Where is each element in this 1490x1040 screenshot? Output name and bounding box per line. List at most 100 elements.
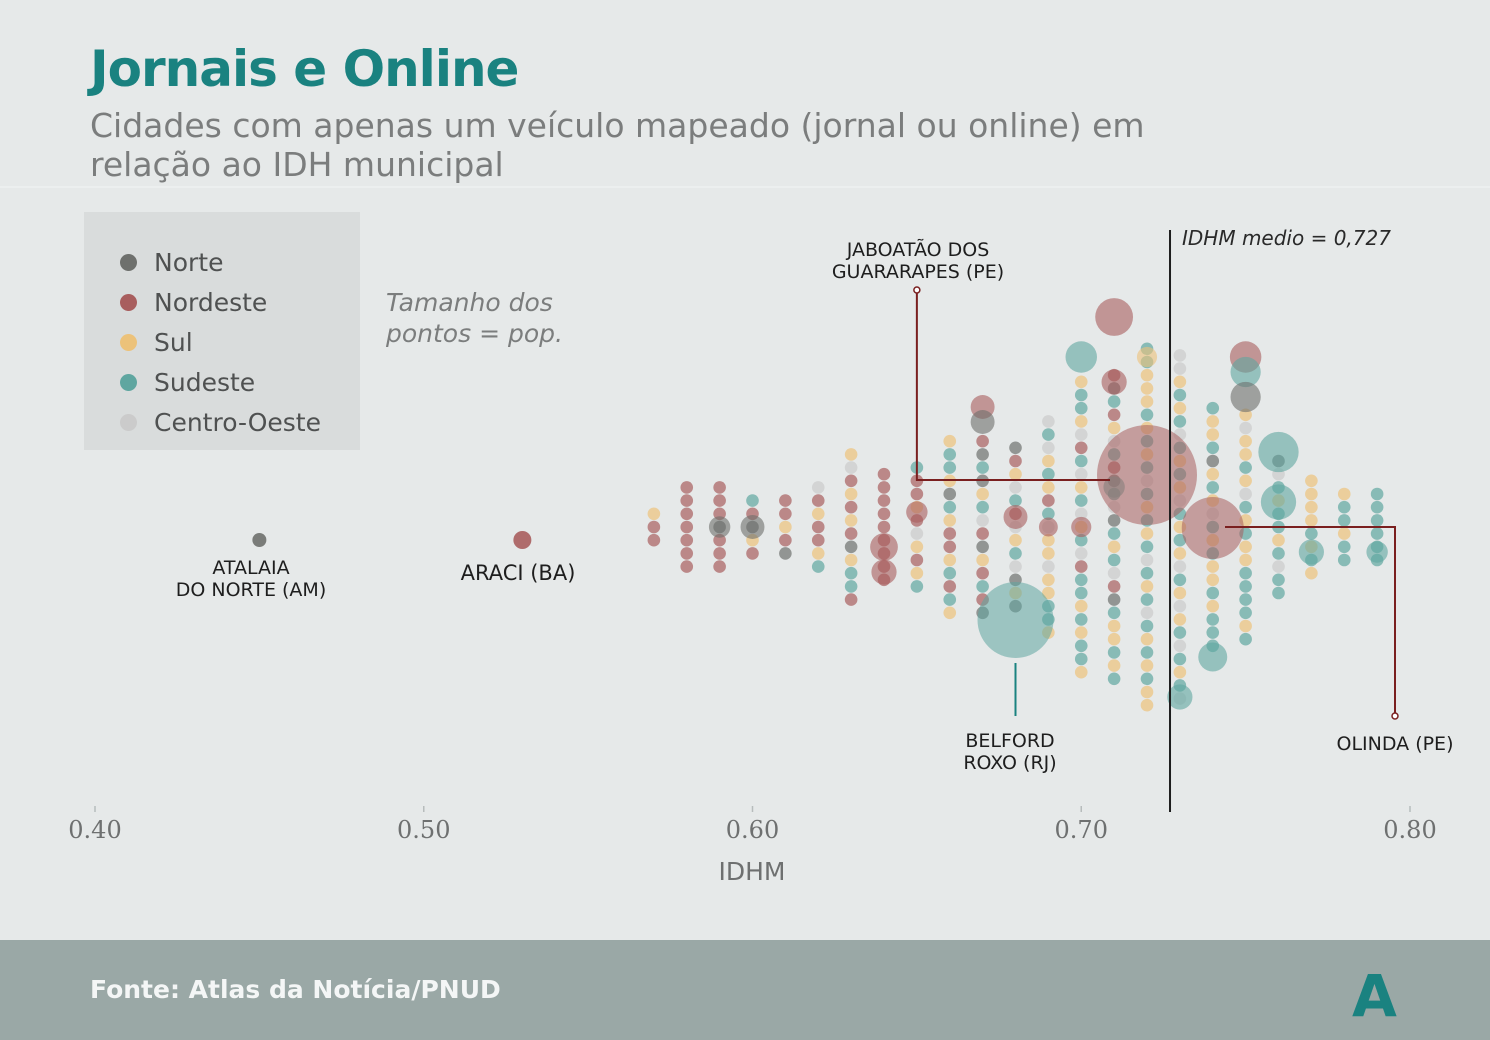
data-point xyxy=(1370,527,1384,540)
data-point-large xyxy=(1258,431,1299,473)
data-point xyxy=(877,494,891,507)
x-tick-label: 0.40 xyxy=(68,816,121,844)
data-point-large xyxy=(1038,517,1058,537)
data-point xyxy=(1239,487,1252,501)
data-point xyxy=(1042,586,1055,600)
data-point-large xyxy=(1136,346,1158,368)
data-point xyxy=(1173,626,1187,639)
data-point xyxy=(1107,580,1121,593)
data-point xyxy=(1140,408,1154,422)
data-point xyxy=(1206,467,1220,481)
data-point xyxy=(976,553,989,567)
data-point-large xyxy=(870,533,898,561)
data-point xyxy=(976,527,989,540)
data-point xyxy=(1173,401,1187,415)
data-point xyxy=(1042,560,1055,573)
data-point xyxy=(1140,698,1154,712)
data-point xyxy=(1239,580,1252,593)
data-point xyxy=(976,448,989,461)
data-point xyxy=(1337,553,1351,567)
highlighted-city-point xyxy=(1181,497,1244,559)
data-point xyxy=(647,533,661,547)
data-point xyxy=(1140,659,1154,672)
header-divider xyxy=(0,186,1490,188)
data-point xyxy=(1074,507,1088,521)
data-point xyxy=(1206,560,1220,573)
data-point xyxy=(910,527,924,540)
data-point xyxy=(943,566,957,580)
data-point xyxy=(680,481,694,494)
data-point xyxy=(1074,388,1088,402)
data-point xyxy=(1074,375,1088,389)
data-point xyxy=(943,500,957,514)
data-point xyxy=(1042,481,1055,494)
data-point xyxy=(1173,388,1187,402)
data-point xyxy=(1206,613,1220,626)
data-point xyxy=(1107,606,1121,620)
data-point xyxy=(746,547,759,560)
data-point-large xyxy=(1260,484,1297,520)
source-text: Fonte: Atlas da Notícia/PNUD xyxy=(90,975,501,1004)
data-point xyxy=(1337,527,1351,540)
data-point xyxy=(680,533,694,547)
olinda-leader-dot xyxy=(1391,712,1399,720)
data-point xyxy=(713,494,726,507)
data-point xyxy=(844,593,858,606)
data-point xyxy=(1272,533,1285,547)
data-point xyxy=(844,580,858,593)
data-point xyxy=(1370,514,1384,527)
olinda-leader-line xyxy=(1225,526,1396,716)
legend-label: Centro-Oeste xyxy=(154,408,321,437)
data-point xyxy=(943,514,957,527)
data-point xyxy=(943,553,957,567)
data-point xyxy=(976,500,989,514)
highlighted-city-point xyxy=(977,582,1054,658)
data-point xyxy=(1107,540,1121,554)
data-point xyxy=(877,507,891,521)
data-point xyxy=(1173,573,1187,587)
data-point xyxy=(1337,500,1351,514)
data-point xyxy=(1107,672,1121,686)
annotation-label: ARACI (BA) xyxy=(461,561,576,585)
data-point xyxy=(1140,646,1154,659)
data-point xyxy=(877,481,891,494)
data-point-large xyxy=(1230,356,1261,388)
data-point xyxy=(811,494,825,507)
data-point xyxy=(1370,487,1384,501)
jaboatao-leader-dot xyxy=(913,286,921,294)
data-point xyxy=(1074,454,1088,468)
data-point xyxy=(811,481,825,494)
data-point xyxy=(1140,540,1154,554)
data-point-large xyxy=(1366,541,1388,563)
data-point xyxy=(1305,514,1318,527)
data-point xyxy=(1074,586,1088,600)
data-point xyxy=(877,520,891,534)
data-point xyxy=(1107,395,1121,408)
data-point xyxy=(844,461,858,474)
jaboatao-leader-line xyxy=(915,290,1110,481)
x-tick-label: 0.80 xyxy=(1383,816,1436,844)
annotation-label: ATALAIA xyxy=(212,557,289,579)
data-point xyxy=(1173,586,1187,600)
data-point xyxy=(1206,441,1220,455)
data-point xyxy=(1074,639,1088,653)
data-point xyxy=(1206,401,1220,415)
data-point xyxy=(943,606,957,620)
data-point xyxy=(713,547,726,560)
data-point xyxy=(910,487,924,501)
data-point xyxy=(1239,553,1252,567)
data-point xyxy=(1337,487,1351,501)
data-point xyxy=(1074,547,1088,560)
data-point-large xyxy=(871,559,897,585)
legend-dot xyxy=(120,414,137,431)
data-point xyxy=(779,507,792,521)
data-point xyxy=(1239,474,1252,488)
data-point xyxy=(1173,665,1187,679)
data-point xyxy=(1206,454,1220,468)
data-point xyxy=(910,553,924,567)
data-point-large xyxy=(1003,505,1028,529)
data-point xyxy=(943,487,957,501)
data-point xyxy=(1173,533,1187,547)
data-point xyxy=(1140,395,1154,408)
data-point-large xyxy=(906,501,928,523)
